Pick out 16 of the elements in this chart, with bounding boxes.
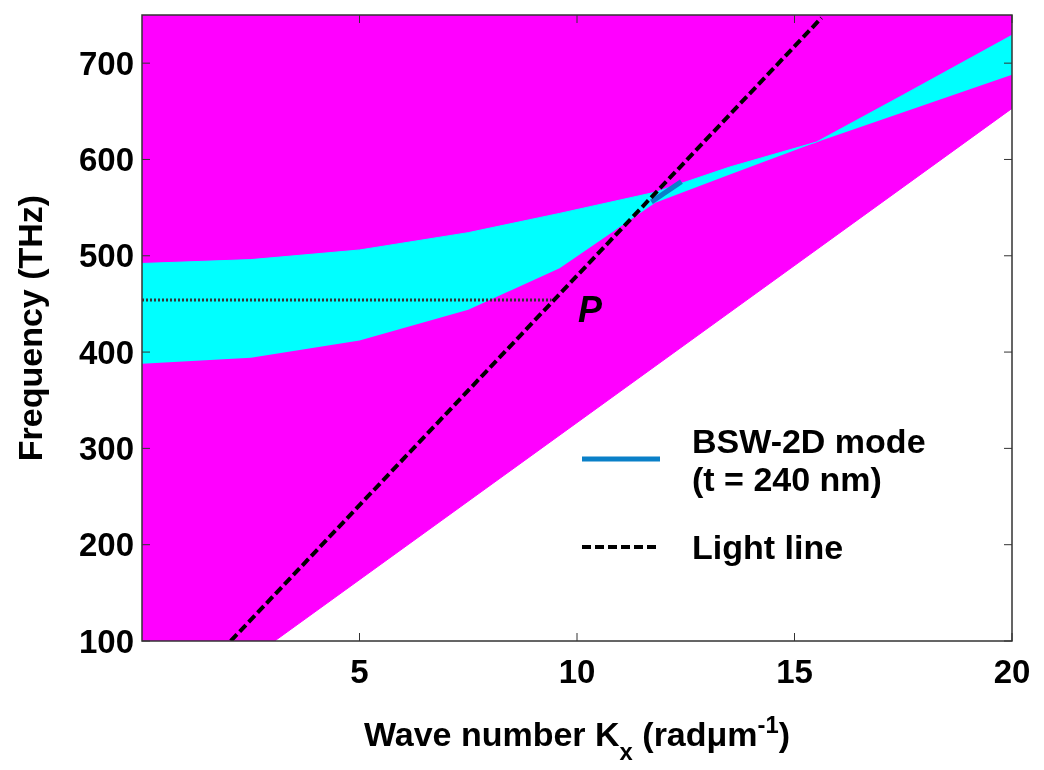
y-tick-label: 600 <box>78 141 134 179</box>
y-axis-title: Frequency (THz) <box>11 194 49 462</box>
y-tick-label: 300 <box>78 429 134 467</box>
x-tick-label: 5 <box>350 653 369 690</box>
x-tick-label: 20 <box>993 653 1031 690</box>
y-tick-label: 700 <box>78 44 134 82</box>
y-tick-label: 500 <box>78 237 134 275</box>
y-tick-label: 200 <box>78 526 134 564</box>
x-axis-title: Wave number K$_{x}$ (radμm$^{-1}$) <box>363 710 791 765</box>
x-tick-label: 10 <box>558 653 596 690</box>
x-tick-label: 15 <box>776 653 813 690</box>
annotation: P <box>578 288 604 330</box>
y-tick-label: 100 <box>78 622 134 660</box>
legend-label: BSW-2D mode (t = 240 nm) <box>692 422 926 498</box>
legend-label: Light line <box>692 528 844 566</box>
y-tick-label: 400 <box>78 333 134 371</box>
